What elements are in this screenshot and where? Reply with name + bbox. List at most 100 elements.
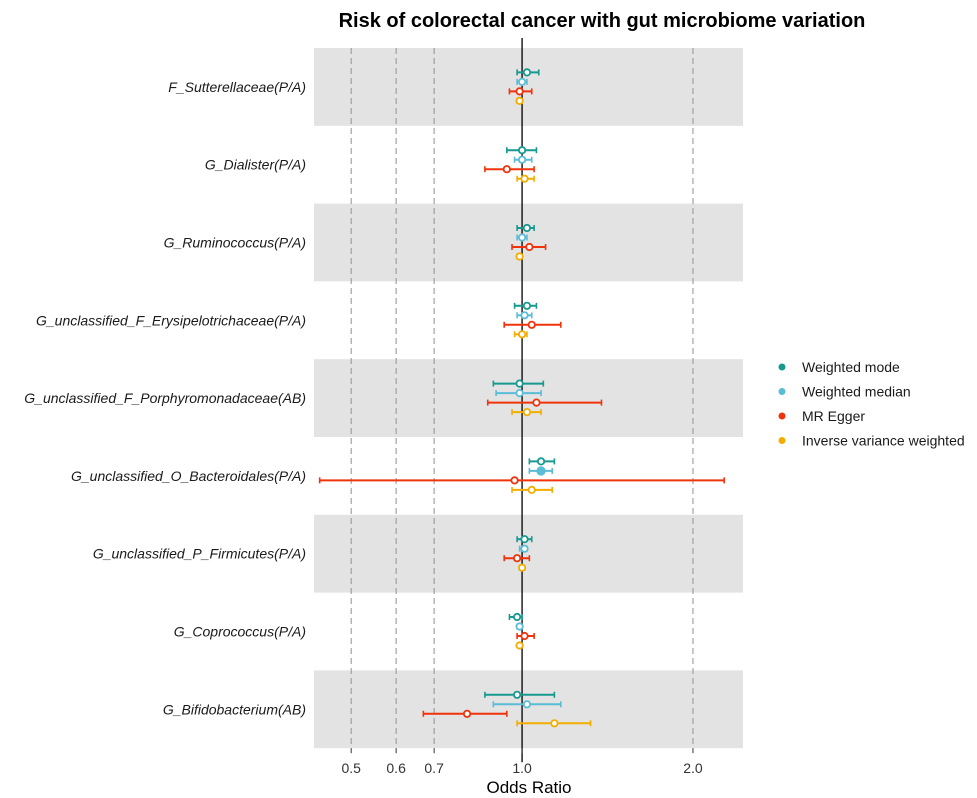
x-axis-ticks: 0.5 0.6 0.7 1.0 2.0 xyxy=(341,748,703,776)
point-estimate xyxy=(517,233,527,242)
x-tick-label: 2.0 xyxy=(683,760,703,776)
row-band xyxy=(314,359,743,437)
data-marks xyxy=(318,68,725,728)
point-estimate xyxy=(520,535,529,544)
row-label: G_Dialister(P/A) xyxy=(205,157,306,173)
point-estimate xyxy=(517,563,527,572)
ci-weighted-mode xyxy=(506,146,538,155)
ci-mr-egger xyxy=(484,165,535,174)
x-tick-label: 0.5 xyxy=(341,760,361,776)
ci-weighted-mode xyxy=(516,223,535,233)
ci-weighted-mode xyxy=(492,379,545,388)
legend-key xyxy=(778,363,786,371)
point-estimate xyxy=(515,252,524,261)
ci-mr-egger xyxy=(508,87,533,96)
ci-inverse-variance-weighted xyxy=(515,96,524,106)
point-estimate xyxy=(512,612,522,622)
point-estimate xyxy=(515,379,524,388)
ci-inverse-variance-weighted xyxy=(515,641,524,650)
ci-weighted-mode xyxy=(513,301,538,310)
ci-mr-egger xyxy=(511,242,547,252)
point-estimate xyxy=(515,388,524,398)
ci-weighted-mode xyxy=(516,535,533,544)
x-axis-label: Odds Ratio xyxy=(486,778,571,797)
ci-weighted-median xyxy=(492,700,562,709)
row-label: G_Ruminococcus(P/A) xyxy=(164,235,306,251)
point-estimate xyxy=(517,146,527,155)
point-estimate xyxy=(522,223,532,233)
legend-key xyxy=(778,388,786,395)
point-estimate xyxy=(550,719,559,728)
ci-mr-egger xyxy=(503,320,562,329)
ci-weighted-median xyxy=(518,544,529,553)
ci-weighted-median xyxy=(515,622,524,631)
x-tick-label: 1.0 xyxy=(512,760,532,776)
point-estimate xyxy=(517,155,527,164)
point-estimate xyxy=(520,631,529,641)
point-estimate xyxy=(522,700,532,709)
point-estimate xyxy=(510,476,519,485)
point-estimate xyxy=(512,554,522,563)
row-label: G_unclassified_F_Porphyromonadaceae(AB) xyxy=(24,390,306,406)
ci-weighted-mode xyxy=(516,68,540,77)
point-estimate xyxy=(536,457,546,466)
row-band xyxy=(314,48,743,126)
legend-label: MR Egger xyxy=(802,408,865,424)
row-label: F_Sutterellaceae(P/A) xyxy=(168,79,306,95)
ci-inverse-variance-weighted xyxy=(516,174,535,183)
point-estimate xyxy=(520,174,529,183)
point-estimate xyxy=(502,165,511,174)
point-estimate xyxy=(522,301,532,310)
ci-inverse-variance-weighted xyxy=(515,252,524,261)
point-estimate xyxy=(527,320,536,329)
point-estimate xyxy=(522,68,532,77)
point-estimate xyxy=(517,330,527,339)
ci-inverse-variance-weighted xyxy=(517,563,527,572)
row-band xyxy=(314,514,743,593)
point-estimate xyxy=(532,398,541,407)
ci-mr-egger xyxy=(516,631,535,641)
ci-mr-egger xyxy=(422,709,508,718)
ci-inverse-variance-weighted xyxy=(516,719,592,728)
row-bands xyxy=(314,48,743,749)
point-estimate xyxy=(520,311,529,320)
ci-weighted-mode xyxy=(508,612,523,622)
ci-inverse-variance-weighted xyxy=(513,330,528,339)
point-estimate xyxy=(512,690,522,699)
ci-weighted-median xyxy=(516,233,528,242)
legend-key xyxy=(778,437,786,444)
y-axis-labels: F_Sutterellaceae(P/A) G_Dialister(P/A) G_R… xyxy=(24,79,306,717)
point-estimate xyxy=(536,466,546,476)
point-estimate xyxy=(515,641,524,650)
gridlines xyxy=(350,38,694,763)
ci-mr-egger xyxy=(318,476,725,485)
point-estimate xyxy=(522,407,532,417)
ci-weighted-mode xyxy=(484,690,556,699)
legend-key xyxy=(778,412,786,420)
point-estimate xyxy=(520,544,529,553)
legend-label: Weighted mode xyxy=(802,359,900,375)
ci-weighted-median xyxy=(516,311,533,320)
point-estimate xyxy=(525,242,534,252)
point-estimate xyxy=(515,87,524,96)
x-tick-label: 0.6 xyxy=(386,760,406,776)
legend: Weighted mode Weighted median MR Egger Inve… xyxy=(778,359,965,449)
ci-weighted-median xyxy=(528,466,554,476)
row-label: G_Bifidobacterium(AB) xyxy=(163,701,306,717)
ci-inverse-variance-weighted xyxy=(511,407,542,417)
ci-weighted-mode xyxy=(528,457,556,466)
ci-weighted-median xyxy=(495,388,542,398)
x-tick-label: 0.7 xyxy=(424,760,444,776)
legend-label: Inverse variance weighted xyxy=(802,433,965,449)
ci-mr-egger xyxy=(486,398,603,407)
ci-weighted-median xyxy=(516,77,528,87)
chart-title: Risk of colorectal cancer with gut micro… xyxy=(339,10,866,32)
legend-label: Weighted median xyxy=(802,384,911,400)
point-estimate xyxy=(515,622,524,631)
row-label: G_unclassified_F_Erysipelotrichaceae(P/A… xyxy=(36,312,306,328)
row-label: G_unclassified_P_Firmicutes(P/A) xyxy=(93,546,306,562)
row-band xyxy=(314,670,743,749)
row-label: G_Coprococcus(P/A) xyxy=(174,624,306,640)
row-label: G_unclassified_O_Bacteroidales(P/A) xyxy=(71,468,306,484)
